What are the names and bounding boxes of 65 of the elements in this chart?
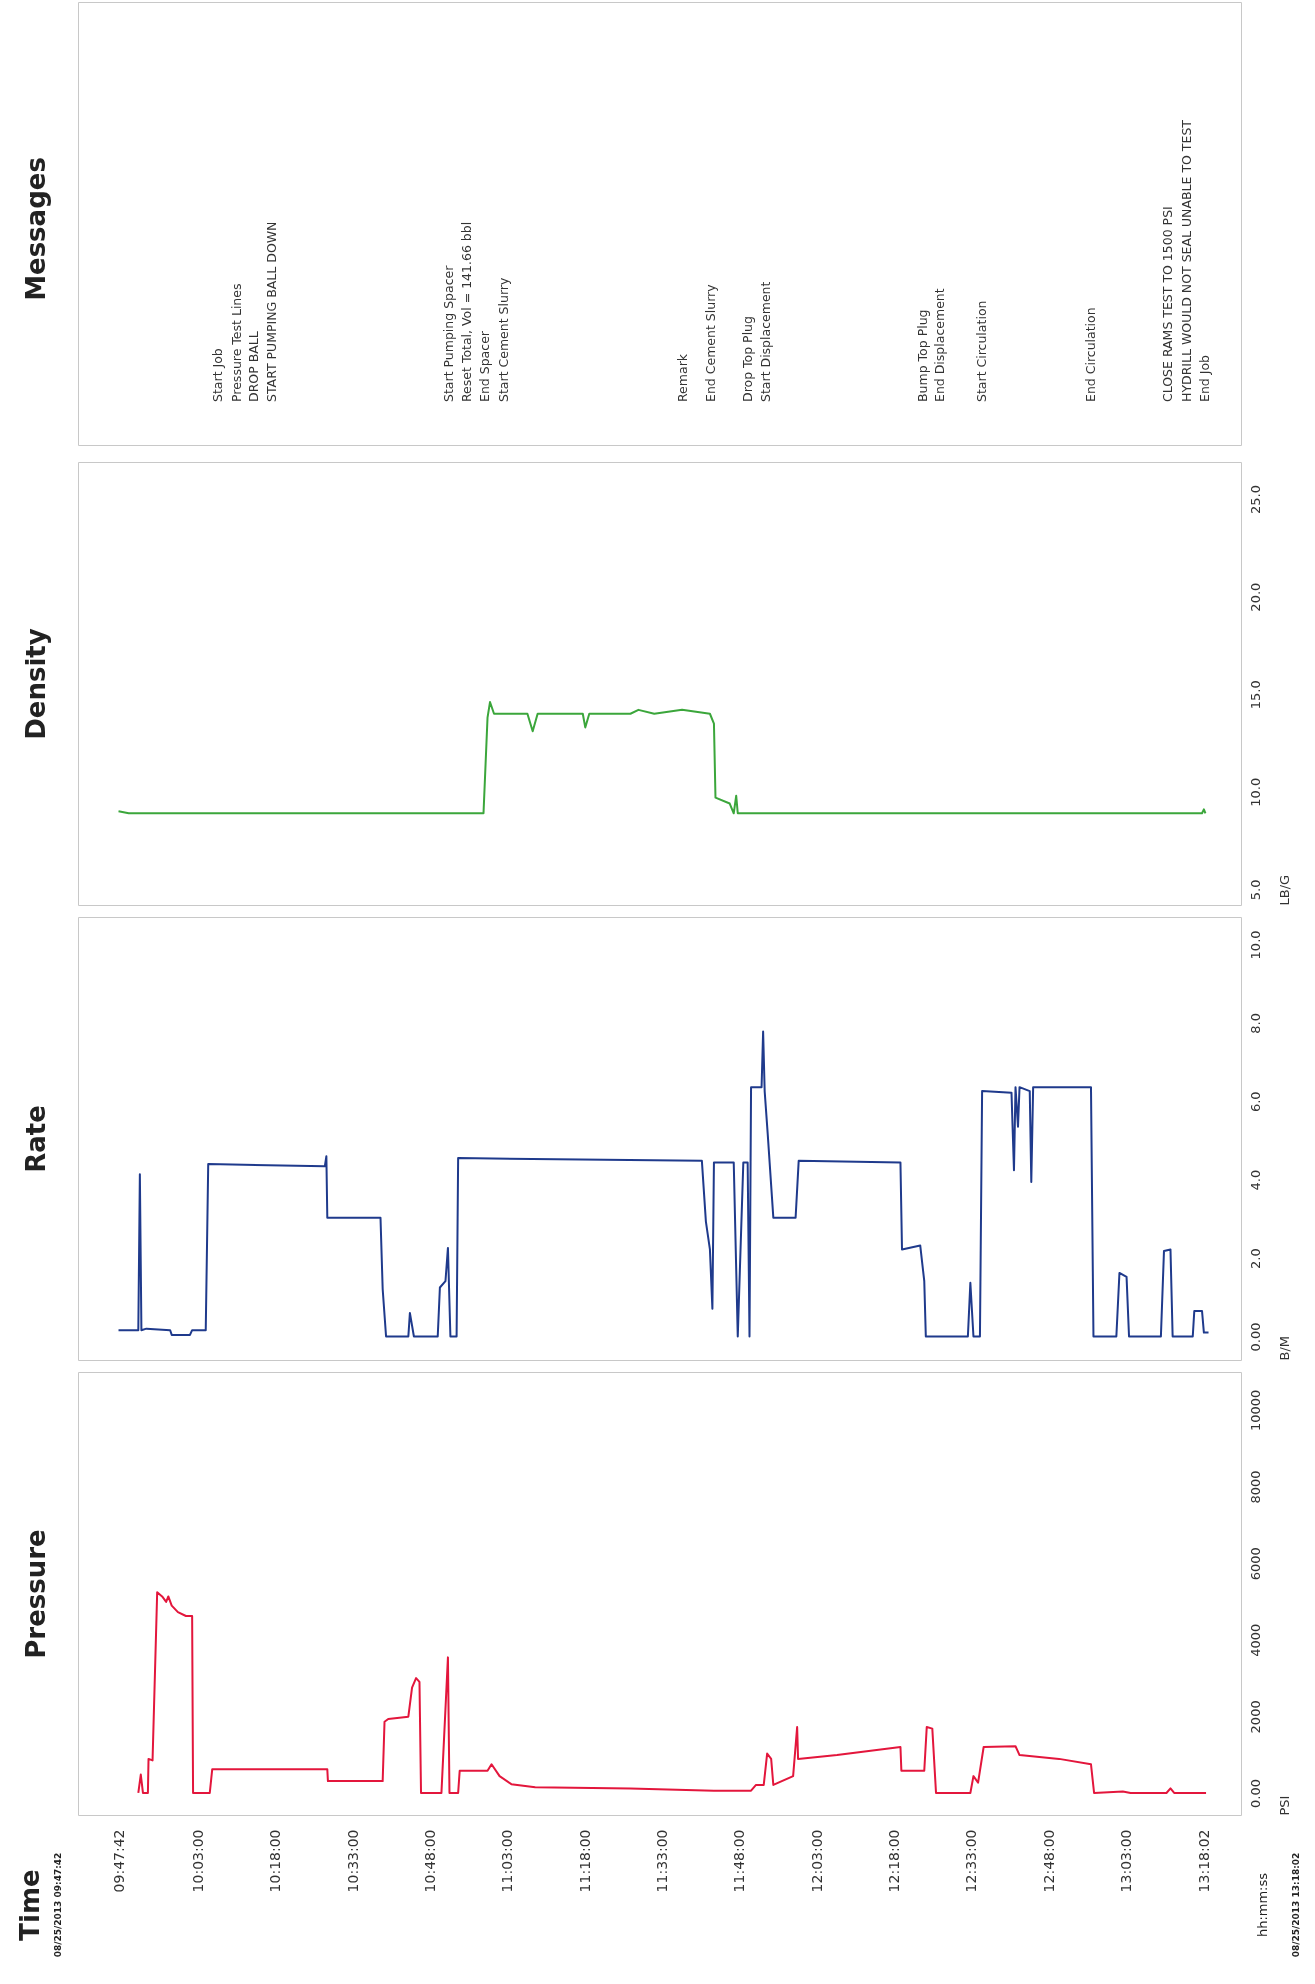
text: End Displacement bbox=[932, 288, 948, 402]
y-tick-label: 6000 bbox=[1247, 1547, 1263, 1581]
text: Messages bbox=[21, 156, 51, 301]
x-tick-label: 11:48:00 bbox=[731, 1829, 748, 1893]
x-tick-label: 12:18:00 bbox=[886, 1829, 903, 1893]
y-tick-label: 4.0 bbox=[1247, 1169, 1263, 1191]
x-tick-label: 13:18:02 bbox=[1195, 1829, 1212, 1893]
text: Start Job bbox=[209, 348, 225, 402]
x-tick-label: 10:48:00 bbox=[422, 1829, 439, 1893]
y-tick-label: 8000 bbox=[1247, 1470, 1263, 1504]
y-axis-title: LB/G bbox=[1276, 874, 1292, 906]
y-tick-label: 8.0 bbox=[1247, 1013, 1263, 1034]
y-tick-label: 5.0 bbox=[1247, 879, 1263, 901]
x-tick-label: 10:33:00 bbox=[344, 1829, 361, 1893]
line-series bbox=[117, 701, 1207, 815]
y-tick-label: 20.0 bbox=[1247, 582, 1263, 612]
x-tick-label: 12:33:00 bbox=[963, 1829, 980, 1893]
y-tick-label: 6.0 bbox=[1247, 1091, 1263, 1113]
text: Remark bbox=[675, 353, 691, 402]
text: End Circulation bbox=[1082, 307, 1098, 402]
text: Bump Top Plug bbox=[914, 309, 930, 402]
line-series bbox=[137, 1591, 1208, 1794]
x-tick-label: 11:33:00 bbox=[654, 1829, 671, 1893]
text: Pressure Test Lines bbox=[228, 283, 244, 402]
x-tick-label: 12:48:00 bbox=[1040, 1829, 1057, 1893]
text: DROP BALL bbox=[246, 331, 262, 402]
y-tick-label: 0.00 bbox=[1247, 1322, 1263, 1352]
x-tick-label: 10:03:00 bbox=[190, 1829, 207, 1893]
x-tick-label: 11:18:00 bbox=[576, 1829, 593, 1893]
text: Density bbox=[21, 627, 51, 740]
text: Start Cement Slurry bbox=[495, 277, 511, 402]
x-tick-label: 09:47:42 bbox=[111, 1829, 128, 1893]
y-tick-label: 2.0 bbox=[1247, 1248, 1263, 1269]
y-tick-label: 4000 bbox=[1247, 1623, 1263, 1657]
y-tick-label: 2000 bbox=[1247, 1700, 1263, 1734]
text: HYDRILL WOULD NOT SEAL UNABLE TO TEST bbox=[1179, 119, 1195, 402]
text: START PUMPING BALL DOWN bbox=[264, 221, 280, 402]
x-tick-label: 10:18:00 bbox=[267, 1829, 284, 1893]
text: Start Circulation bbox=[974, 300, 990, 402]
x-tick-label: 13:03:00 bbox=[1118, 1829, 1135, 1893]
text: Time bbox=[15, 1869, 45, 1941]
text: Start Displacement bbox=[757, 281, 773, 402]
y-tick-label: 10000 bbox=[1247, 1389, 1263, 1432]
text: Drop Top Plug bbox=[739, 316, 755, 402]
y-tick-label: 25.0 bbox=[1247, 485, 1263, 515]
y-tick-label: 15.0 bbox=[1247, 680, 1263, 710]
text: Reset Total, Vol = 141.66 bbl bbox=[459, 221, 475, 402]
text: Pressure bbox=[21, 1528, 51, 1659]
text: CLOSE RAMS TEST TO 1500 PSI bbox=[1160, 206, 1176, 402]
text: End Spacer bbox=[476, 330, 492, 402]
y-axis-title: PSI bbox=[1276, 1795, 1292, 1816]
x-tick-label: 11:03:00 bbox=[499, 1829, 516, 1893]
y-axis-title: B/M bbox=[1276, 1335, 1292, 1361]
text: End Cement Slurry bbox=[703, 283, 719, 402]
text: hh:mm:ss bbox=[1254, 1872, 1270, 1938]
y-tick-label: 10.0 bbox=[1247, 777, 1263, 807]
line-series bbox=[117, 1030, 1210, 1338]
text: Rate bbox=[21, 1104, 51, 1173]
y-tick-label: 0.00 bbox=[1247, 1779, 1263, 1808]
y-tick-label: 10.0 bbox=[1247, 930, 1263, 960]
text: 08/25/2013 13:18:02 bbox=[1291, 1852, 1301, 1958]
text: 08/25/2013 09:47:42 bbox=[53, 1852, 63, 1958]
text: Start Pumping Spacer bbox=[441, 264, 457, 402]
x-tick-label: 12:03:00 bbox=[808, 1829, 825, 1893]
text: End Job bbox=[1196, 354, 1212, 402]
